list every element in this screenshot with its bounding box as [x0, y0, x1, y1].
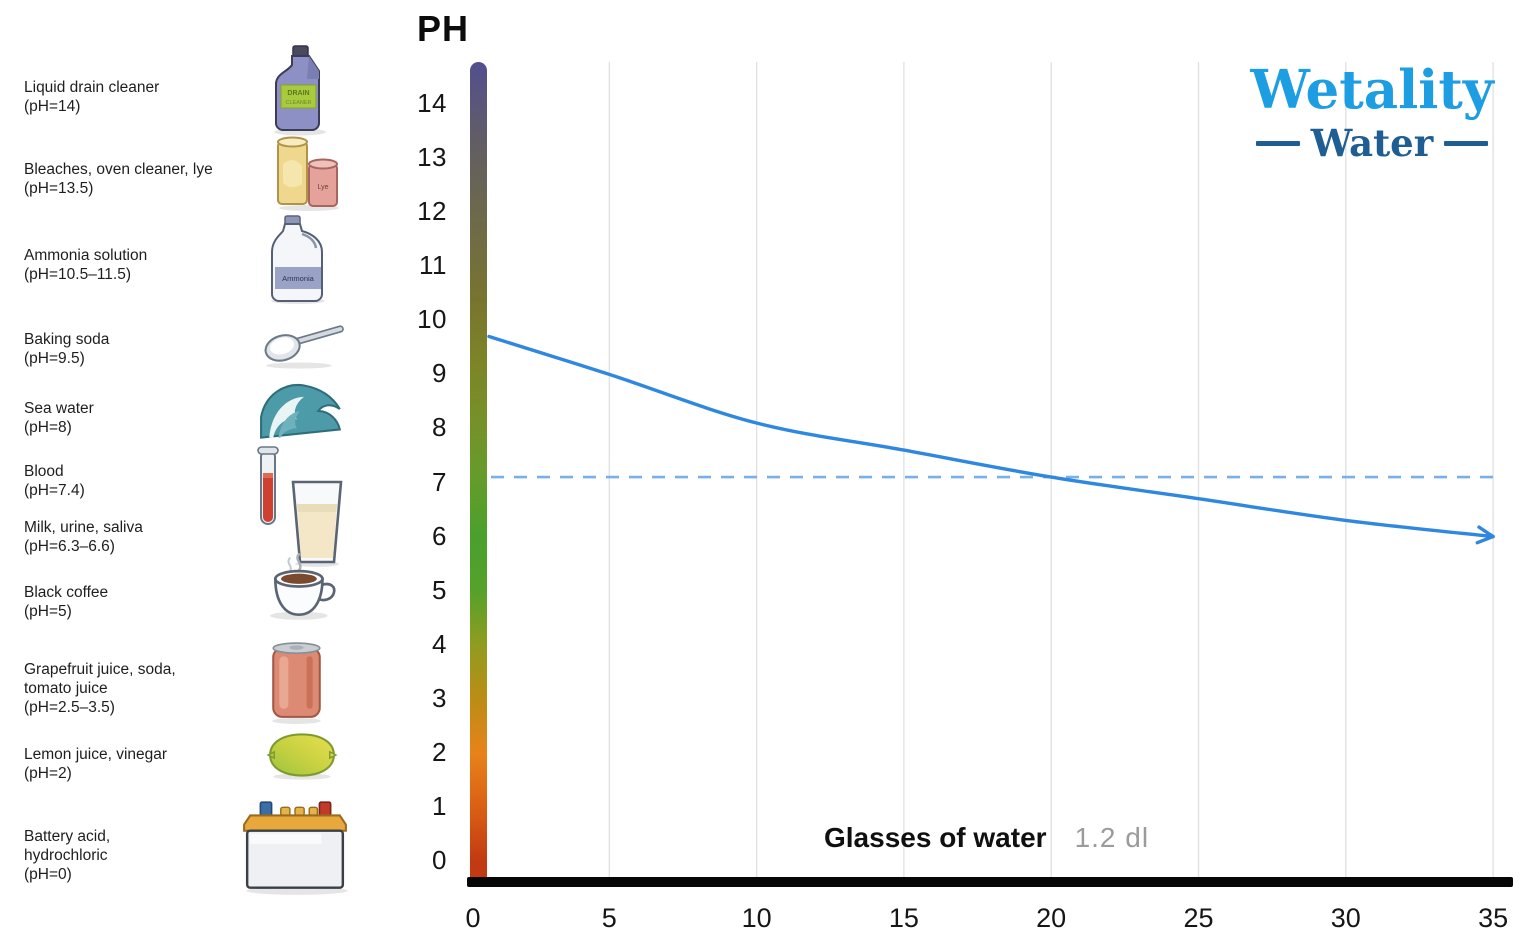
substance-label: Bleaches, oven cleaner, lye (pH=13.5)	[24, 160, 234, 198]
substance-label-line: Battery acid,	[24, 828, 111, 845]
logo-dash-right-icon	[1444, 140, 1489, 146]
substance-label: Ammonia solution (pH=10.5–11.5)	[24, 246, 234, 284]
substance-ph-value: (pH=7.4)	[24, 482, 85, 499]
x-axis-label: Glasses of water 1.2 dl	[824, 822, 1149, 854]
bleach-lye-icon: Lye	[270, 132, 344, 212]
ph-curve	[487, 334, 1495, 539]
y-tick-label: 5	[432, 574, 447, 605]
substance-label-line: tomato juice	[24, 680, 108, 697]
substance-label-line: Ammonia solution	[24, 247, 148, 264]
substance-label-line: Sea water	[24, 400, 94, 417]
y-tick-label: 3	[432, 682, 447, 713]
substance-label-line: Black coffee	[24, 584, 109, 601]
substance-ph-value: (pH=8)	[24, 419, 72, 436]
substance-label-line: Grapefruit juice, soda,	[24, 661, 176, 678]
brand-logo: Wetality Water	[1240, 60, 1504, 164]
milk-glass-icon	[288, 478, 346, 568]
substance-label: Black coffee (pH=5)	[24, 583, 234, 621]
drain-cleaner-icon: DRAIN CLEANER	[268, 44, 330, 136]
y-tick-label: 6	[432, 520, 447, 551]
substance-label: Grapefruit juice, soda, tomato juice (pH=2…	[24, 660, 234, 717]
y-tick-label: 4	[432, 628, 447, 659]
ammonia-jug-icon: Ammonia	[266, 214, 330, 304]
wave-icon	[258, 378, 348, 442]
x-axis-label-text: Glasses of water	[824, 822, 1047, 853]
y-tick-label: 11	[419, 250, 447, 281]
y-tick-label: 1	[432, 790, 447, 821]
brand-subname: Water	[1310, 121, 1434, 165]
y-tick-label: 10	[417, 304, 447, 335]
soda-can-icon	[268, 638, 325, 725]
logo-dash-left-icon	[1255, 140, 1300, 146]
y-tick-label: 13	[417, 142, 447, 173]
y-axis-title: PH	[417, 8, 470, 49]
y-tick-label: 12	[417, 196, 447, 227]
substance-label-line: Baking soda	[24, 331, 110, 348]
x-tick-label: 30	[1330, 903, 1361, 933]
svg-text:CLEANER: CLEANER	[286, 100, 312, 106]
substance-label: Blood (pH=7.4)	[24, 462, 234, 500]
substance-label: Battery acid, hydrochloric (pH=0)	[24, 827, 234, 884]
x-axis-label-note: 1.2 dl	[1074, 822, 1150, 853]
coffee-cup-icon	[262, 552, 344, 622]
x-tick-label: 10	[741, 903, 772, 933]
substance-ph-value: (pH=2.5–3.5)	[24, 699, 115, 716]
x-tick-label: 15	[888, 903, 919, 933]
substance-label: Baking soda (pH=9.5)	[24, 330, 234, 368]
substance-ph-value: (pH=2)	[24, 765, 72, 782]
substance-label: Milk, urine, saliva (pH=6.3–6.6)	[24, 518, 234, 556]
substance-ph-value: (pH=10.5–11.5)	[24, 266, 131, 283]
y-tick-label: 2	[432, 736, 447, 767]
y-tick-label: 7	[432, 466, 447, 497]
svg-text:Ammonia: Ammonia	[282, 274, 315, 283]
substance-label: Lemon juice, vinegar (pH=2)	[24, 745, 234, 783]
x-tick-label: 25	[1183, 903, 1214, 933]
lemon-icon	[266, 731, 338, 781]
substance-ph-value: (pH=9.5)	[24, 350, 85, 367]
curve-arrowhead-icon	[1475, 525, 1495, 545]
substance-label-line: Milk, urine, saliva	[24, 519, 143, 536]
y-tick-label: 0	[432, 845, 447, 875]
battery-icon	[238, 798, 352, 896]
x-tick-label: 35	[1478, 903, 1509, 933]
x-tick-label: 0	[465, 903, 481, 933]
y-tick-label: 8	[432, 412, 447, 443]
substance-label: Sea water (pH=8)	[24, 399, 234, 437]
svg-text:DRAIN: DRAIN	[287, 90, 309, 97]
substance-ph-value: (pH=5)	[24, 603, 72, 620]
substance-ph-value: (pH=0)	[24, 866, 72, 883]
brand-subname-row: Water	[1240, 122, 1504, 164]
substance-label-line: Blood	[24, 463, 64, 480]
svg-text:Lye: Lye	[317, 184, 328, 191]
x-tick-label: 5	[601, 903, 617, 933]
ph-gradient-bar	[470, 62, 487, 879]
substance-label-line: hydrochloric	[24, 847, 108, 864]
x-tick-label: 20	[1036, 903, 1067, 933]
substance-label-line: Lemon juice, vinegar	[24, 746, 168, 763]
test-tube-icon	[254, 443, 282, 529]
substance-ph-value: (pH=13.5)	[24, 180, 94, 197]
y-tick-label: 14	[417, 88, 447, 119]
substance-ph-value: (pH=6.3–6.6)	[24, 538, 115, 555]
x-axis-line	[467, 877, 1513, 887]
substance-label: Liquid drain cleaner (pH=14)	[24, 78, 234, 116]
spoon-icon	[258, 308, 348, 372]
y-tick-label: 9	[432, 358, 447, 389]
substance-label-line: Liquid drain cleaner	[24, 79, 160, 96]
substance-ph-value: (pH=14)	[24, 98, 81, 115]
brand-name: Wetality	[1250, 59, 1494, 121]
substance-label-line: Bleaches, oven cleaner, lye	[24, 161, 213, 178]
